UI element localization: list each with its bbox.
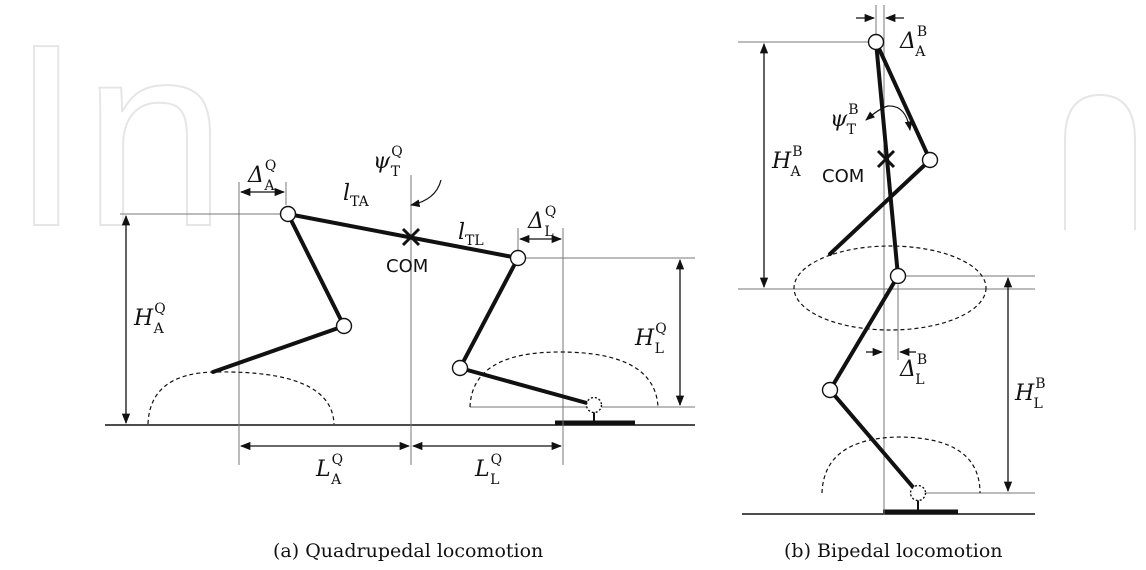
- label-delta-A-quad: ΔQ A: [247, 158, 276, 194]
- caption-quadrupedal: (a) Quadrupedal locomotion: [273, 540, 543, 562]
- lower-hip-joint: [889, 267, 907, 285]
- swing-arc-posterior: [469, 351, 659, 408]
- posterior-hip-joint: [509, 249, 527, 267]
- quadrupedal-panel: ΔQ A lTA ψQ T lTL ΔQ L COM HQ A HQ L LQ A LQ L …: [105, 144, 695, 562]
- trunk-segment: [286, 212, 520, 260]
- swing-arc-lower: [821, 436, 981, 494]
- posterior-leg: [457, 256, 596, 407]
- label-L-A-quad: LQ A: [315, 452, 343, 488]
- label-delta-L-biped: ΔB L: [899, 352, 927, 388]
- label-H-A-biped: HB A: [771, 144, 802, 180]
- psi-angle-arrow-biped: [865, 105, 913, 131]
- anterior-knee-joint: [335, 317, 353, 335]
- label-H-A-quad: HQ A: [133, 301, 166, 337]
- anterior-hip-joint: [279, 205, 297, 223]
- psi-angle-arrow-quad: [410, 179, 442, 208]
- posterior-foot-joint: [585, 396, 603, 414]
- posterior-knee-joint: [451, 359, 469, 377]
- label-H-L-quad: HQ L: [634, 321, 667, 357]
- watermark-shape: [1064, 93, 1136, 230]
- label-psi-T-biped: ψB T: [830, 102, 859, 138]
- upper-hip-joint: [867, 33, 885, 51]
- upper-knee-joint: [921, 151, 939, 169]
- label-l-TL: lTL: [458, 220, 484, 249]
- lower-knee-joint: [821, 381, 839, 399]
- label-psi-T-quad: ψQ T: [373, 144, 403, 180]
- swing-ellipse-upper: [793, 245, 987, 331]
- watermark-text: In: [10, 0, 227, 281]
- caption-bipedal: (b) Bipedal locomotion: [784, 540, 1003, 562]
- com-marker-biped: [876, 149, 896, 169]
- bipedal-panel: ΔB A ψB T COM HB A ΔB L HB L (b) Bipedal loco…: [738, 5, 1045, 562]
- label-com-quad: COM: [386, 256, 428, 277]
- label-L-L-quad: LQ L: [474, 452, 502, 488]
- foot-joint-biped: [909, 484, 927, 502]
- label-H-L-biped: HB L: [1014, 376, 1045, 412]
- label-com-biped: COM: [822, 166, 864, 187]
- swing-arc-anterior: [147, 371, 335, 425]
- label-delta-L-quad: ΔQ L: [527, 204, 556, 240]
- anterior-leg: [211, 212, 347, 374]
- com-marker-quad: [401, 227, 421, 247]
- label-delta-A-biped: ΔB A: [899, 24, 927, 60]
- lower-leg-biped: [827, 274, 920, 495]
- label-l-TA: lTA: [343, 181, 370, 210]
